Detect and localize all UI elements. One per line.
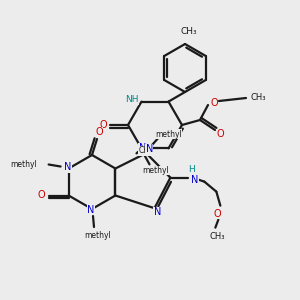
Text: H: H [188,165,195,174]
Text: CH₃: CH₃ [181,28,197,37]
Text: CH₂: CH₂ [138,146,152,155]
Text: NH: NH [125,95,138,104]
Text: N: N [64,163,71,172]
Text: methyl: methyl [85,230,111,239]
Text: O: O [95,127,103,137]
Text: methyl: methyl [155,130,182,139]
Text: N: N [154,207,161,217]
Text: methyl: methyl [142,166,169,175]
Text: O: O [38,190,45,200]
Text: O: O [210,98,218,108]
Text: methyl: methyl [10,160,37,169]
Text: N: N [139,143,146,153]
Text: N: N [146,144,153,154]
Text: O: O [216,129,224,139]
Text: N: N [191,175,198,184]
Text: CH₃: CH₃ [210,232,225,241]
Text: O: O [214,208,221,219]
Text: CH₃: CH₃ [250,94,266,103]
Text: N: N [87,205,95,215]
Text: O: O [99,120,107,130]
